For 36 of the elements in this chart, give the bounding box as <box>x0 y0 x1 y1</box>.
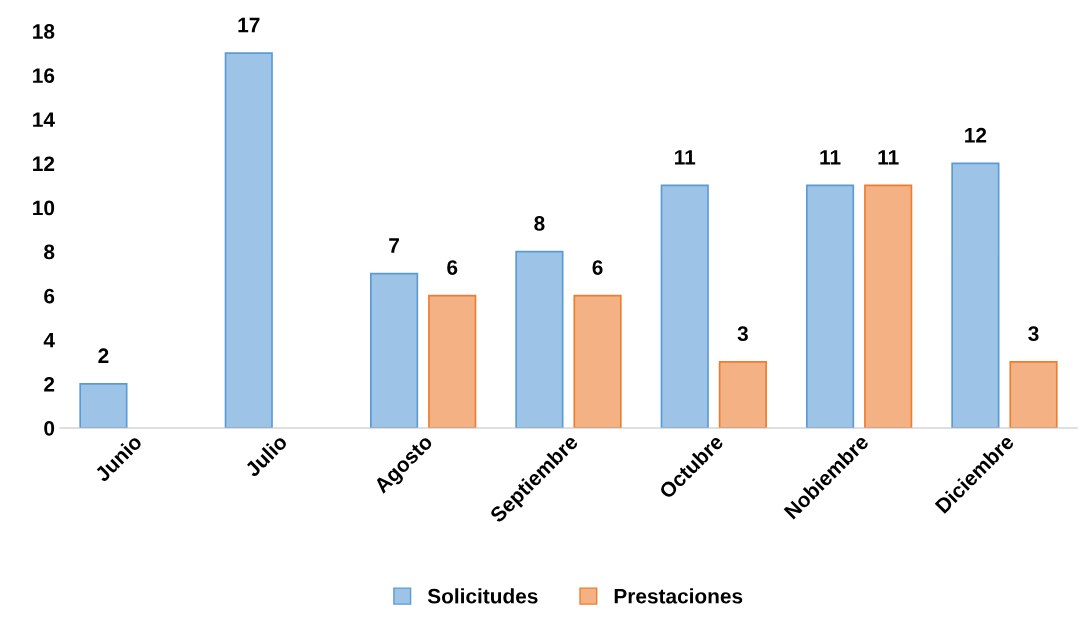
y-tick-label: 4 <box>43 333 55 348</box>
bar <box>428 294 477 428</box>
data-label: 11 <box>820 150 841 165</box>
y-tick-label: 18 <box>33 24 55 39</box>
y-tick-label: 6 <box>44 288 55 304</box>
bar <box>224 52 273 428</box>
bar <box>1009 361 1058 428</box>
y-tick-label: 10 <box>33 200 55 216</box>
data-label: 11 <box>878 150 899 165</box>
y-tick-label: 0 <box>44 420 55 436</box>
bar <box>515 250 564 428</box>
legend-label: Prestaciones <box>614 588 743 604</box>
y-tick-label: 2 <box>44 376 55 392</box>
data-label: 12 <box>965 127 987 143</box>
bar <box>573 294 622 428</box>
data-label: 11 <box>675 150 696 165</box>
bar <box>79 383 128 428</box>
data-label: 6 <box>447 260 458 275</box>
data-label: 8 <box>534 216 545 231</box>
data-label: 2 <box>98 348 109 363</box>
y-tick-label: 14 <box>33 112 55 127</box>
data-label: 3 <box>737 326 748 342</box>
data-label: 3 <box>1028 326 1039 342</box>
data-label: 7 <box>389 238 399 253</box>
y-tick-label: 12 <box>33 156 55 171</box>
legend-label: Solicitudes <box>427 588 538 604</box>
data-label: 17 <box>238 17 260 33</box>
data-label: 6 <box>592 260 603 275</box>
y-tick-label: 8 <box>44 244 55 260</box>
bar <box>951 162 1000 428</box>
bar <box>370 272 419 428</box>
bar <box>660 184 709 428</box>
bar <box>718 361 767 428</box>
bar <box>805 184 855 428</box>
y-tick-label: 16 <box>33 68 55 83</box>
bar <box>864 184 913 428</box>
